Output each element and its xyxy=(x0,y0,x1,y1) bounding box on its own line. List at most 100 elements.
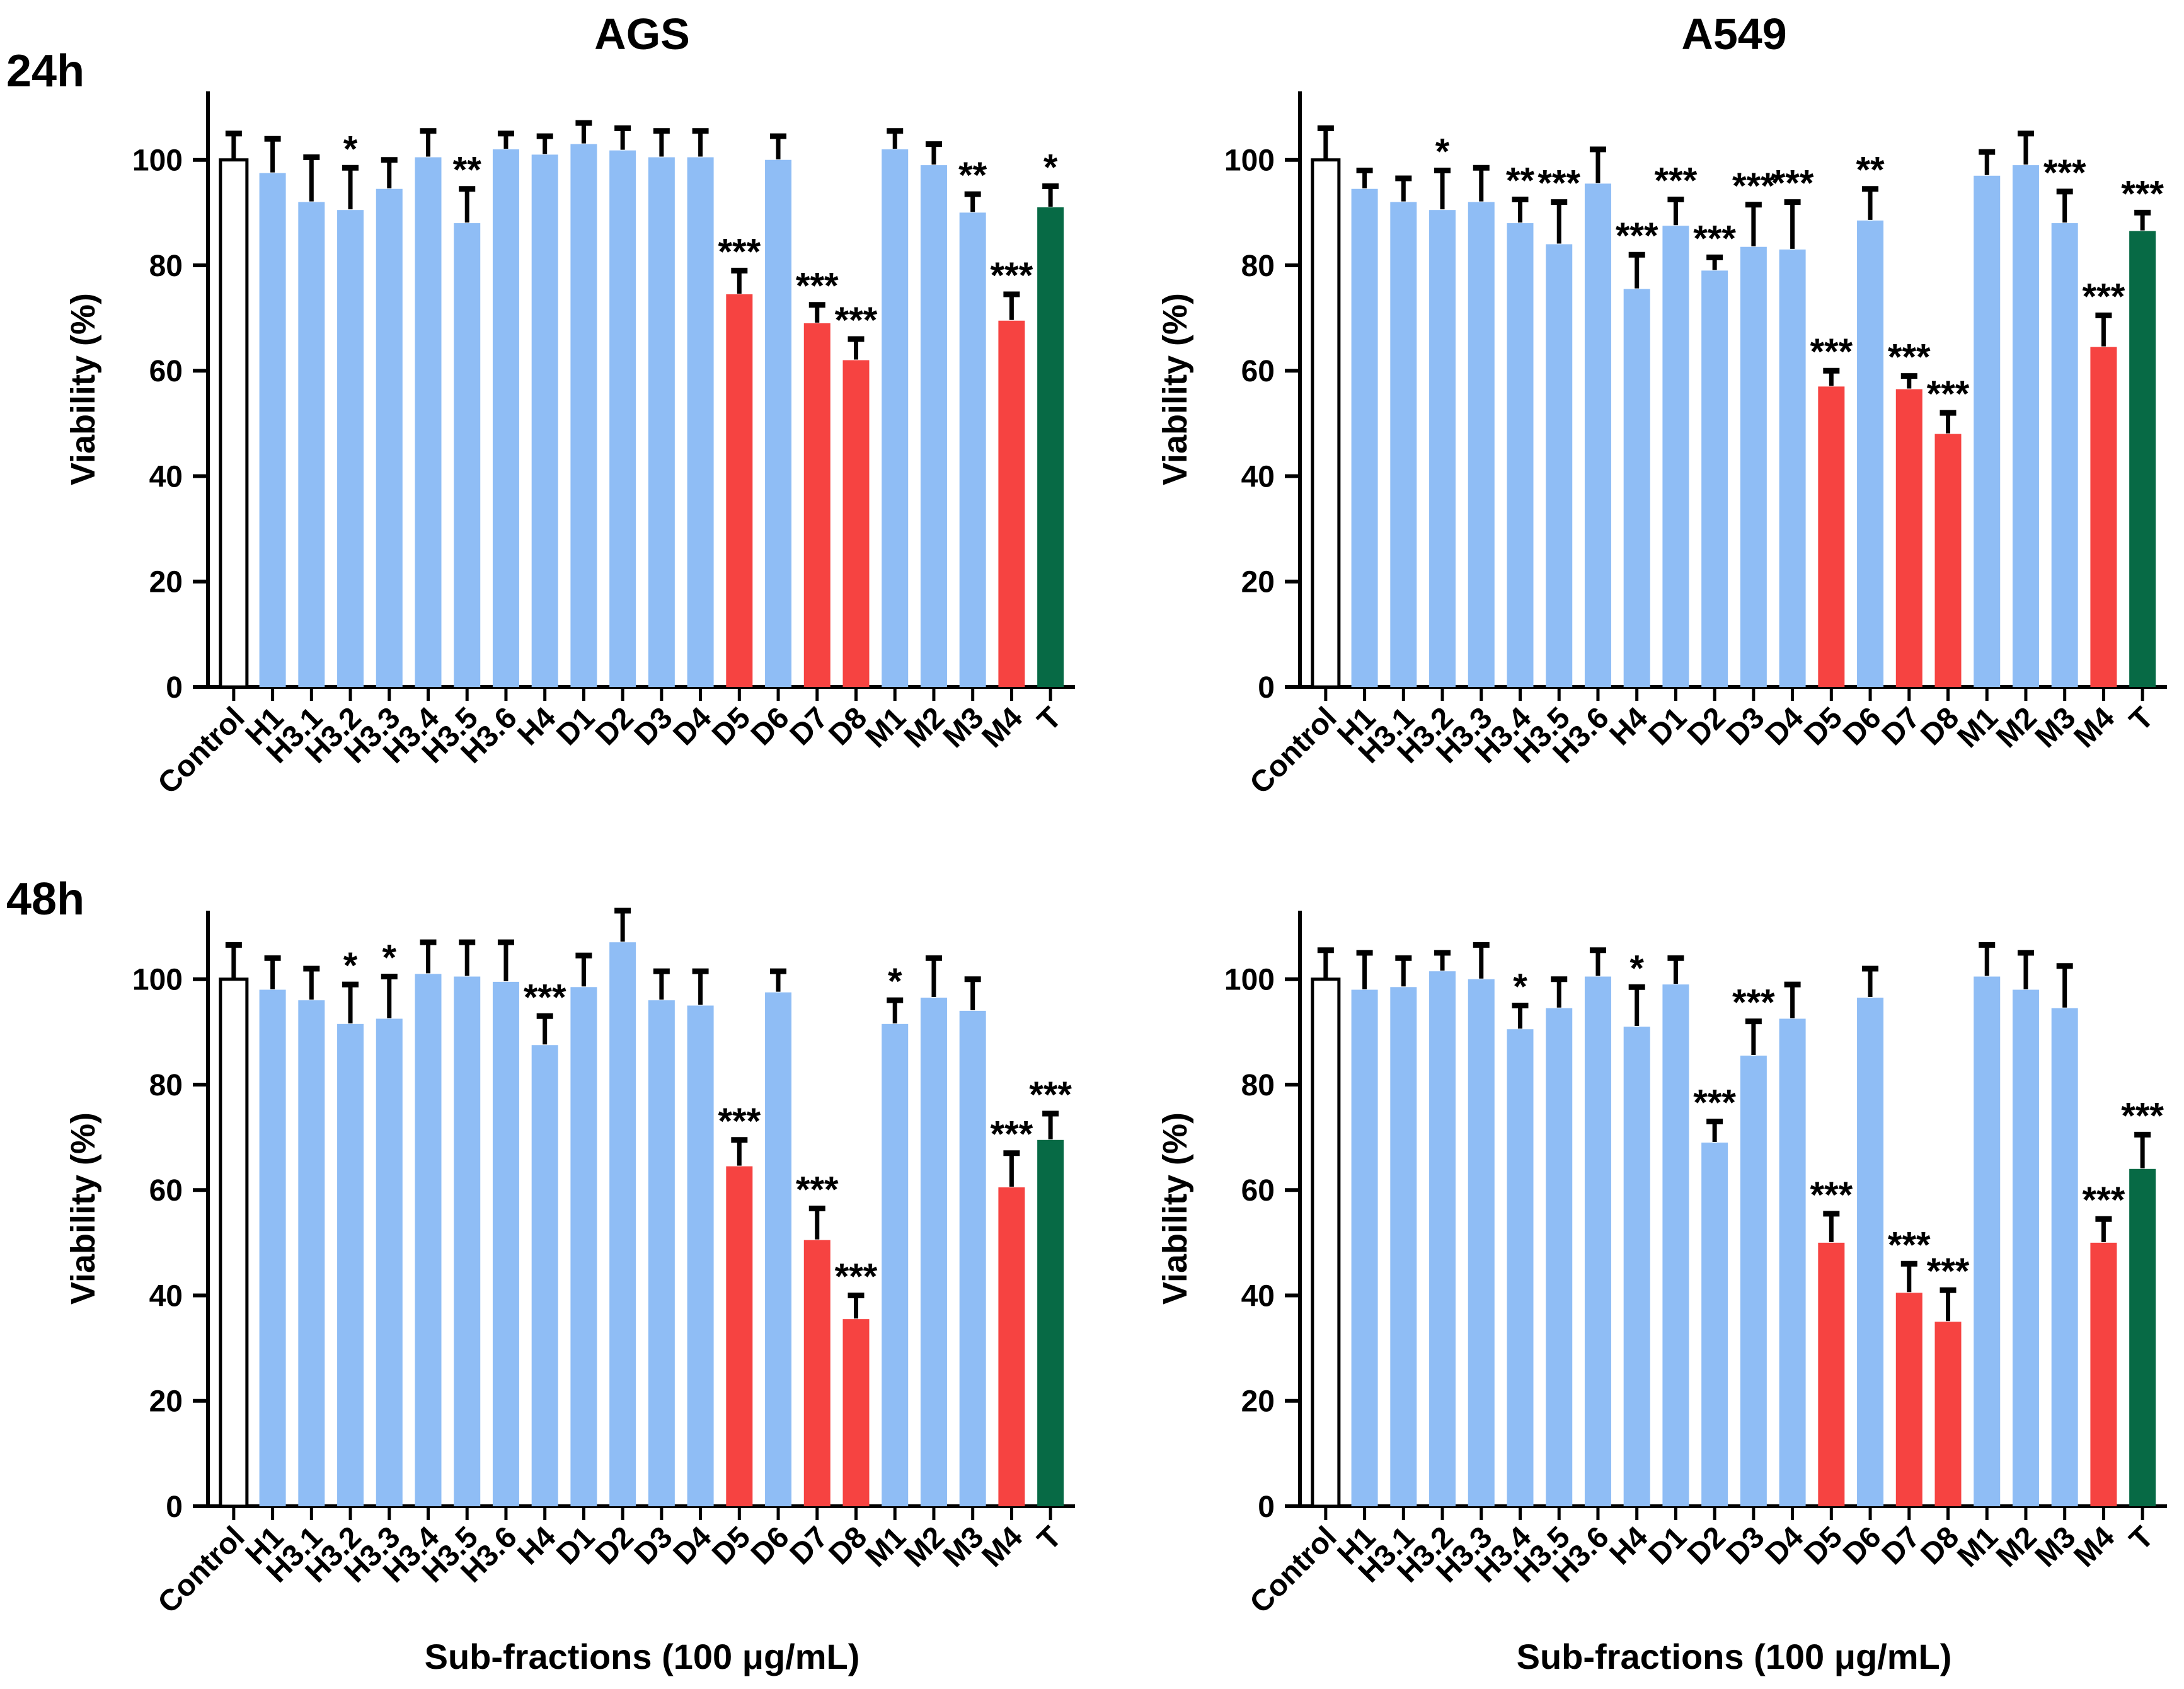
x-tick-label-M4: M4 xyxy=(976,701,1030,754)
y-tick-label: 20 xyxy=(149,566,183,599)
bar-Control xyxy=(219,977,249,1508)
bar-H1 xyxy=(259,989,286,1506)
bar-D7 xyxy=(1895,389,1922,687)
y-tick-label: 40 xyxy=(149,1279,183,1313)
bar-D3 xyxy=(648,1000,675,1506)
bar-D8 xyxy=(842,1319,870,1506)
bar-H3.3 xyxy=(1468,979,1495,1506)
bar-H3.2 xyxy=(1429,210,1456,687)
y-axis-label: Viability (%) xyxy=(64,1112,102,1305)
sig-star-M3: ** xyxy=(958,155,987,196)
bar-H3.3 xyxy=(1468,202,1495,687)
y-axis-label: Viability (%) xyxy=(1156,293,1194,485)
bar-D4 xyxy=(687,1005,714,1506)
y-tick-label: 20 xyxy=(149,1385,183,1419)
bar-H3.1 xyxy=(1390,202,1417,687)
sig-star-D8: *** xyxy=(1927,374,1970,415)
x-tick-label-T: T xyxy=(1032,1520,1068,1557)
sig-star-D7: *** xyxy=(796,1170,839,1211)
bar-H3.4 xyxy=(415,157,442,687)
x-tick-label-T: T xyxy=(2124,1520,2160,1557)
bar-H3.3 xyxy=(376,188,403,687)
sig-star-H4: *** xyxy=(524,977,566,1018)
sig-star-D3: *** xyxy=(1732,166,1775,207)
sig-star-D1: *** xyxy=(1655,160,1698,201)
sig-star-T: *** xyxy=(2121,173,2164,214)
y-axis-label: Viability (%) xyxy=(64,293,102,485)
bar-D6 xyxy=(765,992,792,1506)
sig-star-D5: *** xyxy=(718,1101,761,1142)
bar-H3.4 xyxy=(1507,223,1534,687)
y-tick-label: 100 xyxy=(1224,144,1275,178)
bar-D8 xyxy=(1934,434,1962,687)
bar-M1 xyxy=(882,1023,909,1506)
bar-M1 xyxy=(1974,976,2001,1506)
bar-T xyxy=(2129,231,2156,687)
x-tick-label-M4: M4 xyxy=(976,1520,1030,1574)
sig-star-D3: *** xyxy=(1732,983,1775,1023)
bar-H1 xyxy=(1351,989,1378,1506)
bar-D4 xyxy=(1779,1018,1806,1506)
y-tick-label: 0 xyxy=(166,671,183,705)
bar-D6 xyxy=(1857,220,1884,687)
y-tick-label: 100 xyxy=(1224,964,1275,997)
panel-a549-48h: 0 20 40 60 80 100 Viability (%) Control H1 H3.1 H3… xyxy=(1092,898,2184,1642)
bar-D1 xyxy=(1662,226,1689,687)
bar-M2 xyxy=(920,165,947,687)
bar-H3.5 xyxy=(454,223,481,687)
sig-star-H4: *** xyxy=(1616,216,1658,257)
panel-ags-24h: 0 20 40 60 80 100 Viability (%) Control H1 H3.1 * H… xyxy=(0,79,1092,822)
bar-H3.6 xyxy=(1584,976,1611,1506)
bar-D5 xyxy=(1818,386,1845,687)
y-tick-label: 40 xyxy=(1241,1279,1275,1313)
bar-M3 xyxy=(2051,223,2078,687)
sig-star-D7: *** xyxy=(1888,1225,1931,1265)
sig-star-D2: *** xyxy=(1693,218,1736,259)
sig-star-H4: * xyxy=(1629,948,1644,989)
bar-D1 xyxy=(570,987,597,1506)
bar-D1 xyxy=(570,144,597,688)
x-tick-label-M4: M4 xyxy=(2068,1520,2122,1574)
bar-H3.5 xyxy=(1546,244,1573,688)
bar-D2 xyxy=(1701,1142,1728,1506)
bar-H3.6 xyxy=(492,149,519,687)
x-tick-label-M4: M4 xyxy=(2068,701,2122,754)
y-tick-label: 20 xyxy=(1241,1385,1275,1419)
bar-M4 xyxy=(998,1187,1025,1506)
bar-M4 xyxy=(998,320,1025,687)
bar-T xyxy=(1037,1139,1064,1506)
sig-star-T: *** xyxy=(2121,1095,2164,1136)
bar-D3 xyxy=(1740,246,1767,687)
bar-M3 xyxy=(959,212,986,687)
sig-star-D5: *** xyxy=(1810,331,1853,372)
bar-M4 xyxy=(2090,1242,2117,1506)
bar-H1 xyxy=(259,173,286,687)
sig-star-H3.3: * xyxy=(382,938,396,979)
sig-star-M4: *** xyxy=(991,255,1033,296)
bar-H4 xyxy=(1623,289,1650,687)
bar-H1 xyxy=(1351,188,1378,687)
bar-H3.2 xyxy=(337,1023,364,1506)
panel-a549-24h: 0 20 40 60 80 100 Viability (%) Control H1 H3.1 * H… xyxy=(1092,79,2184,822)
sig-star-H3.2: * xyxy=(343,129,358,170)
sig-star-D8: *** xyxy=(835,1256,878,1297)
bar-Control xyxy=(1311,158,1341,689)
bar-D6 xyxy=(765,159,792,688)
bar-Control xyxy=(1311,977,1341,1508)
y-tick-label: 0 xyxy=(166,1490,183,1524)
bar-H3.5 xyxy=(1546,1008,1573,1506)
bar-M2 xyxy=(920,997,947,1506)
x-tick-label-Control: Control xyxy=(1244,701,1343,800)
y-tick-label: 100 xyxy=(132,144,183,178)
sig-star-H3.4: ** xyxy=(1506,160,1535,201)
sig-star-H3.2: * xyxy=(1435,131,1450,172)
sig-star-H3.5: *** xyxy=(1537,163,1580,204)
sig-star-M4: *** xyxy=(2083,276,2125,317)
bar-D7 xyxy=(803,1240,830,1506)
y-tick-label: 80 xyxy=(1241,1069,1275,1102)
x-tick-label-T: T xyxy=(2124,701,2160,737)
y-tick-label: 60 xyxy=(149,355,183,388)
bar-H3.6 xyxy=(1584,183,1611,687)
sig-star-M3: *** xyxy=(2043,153,2086,193)
